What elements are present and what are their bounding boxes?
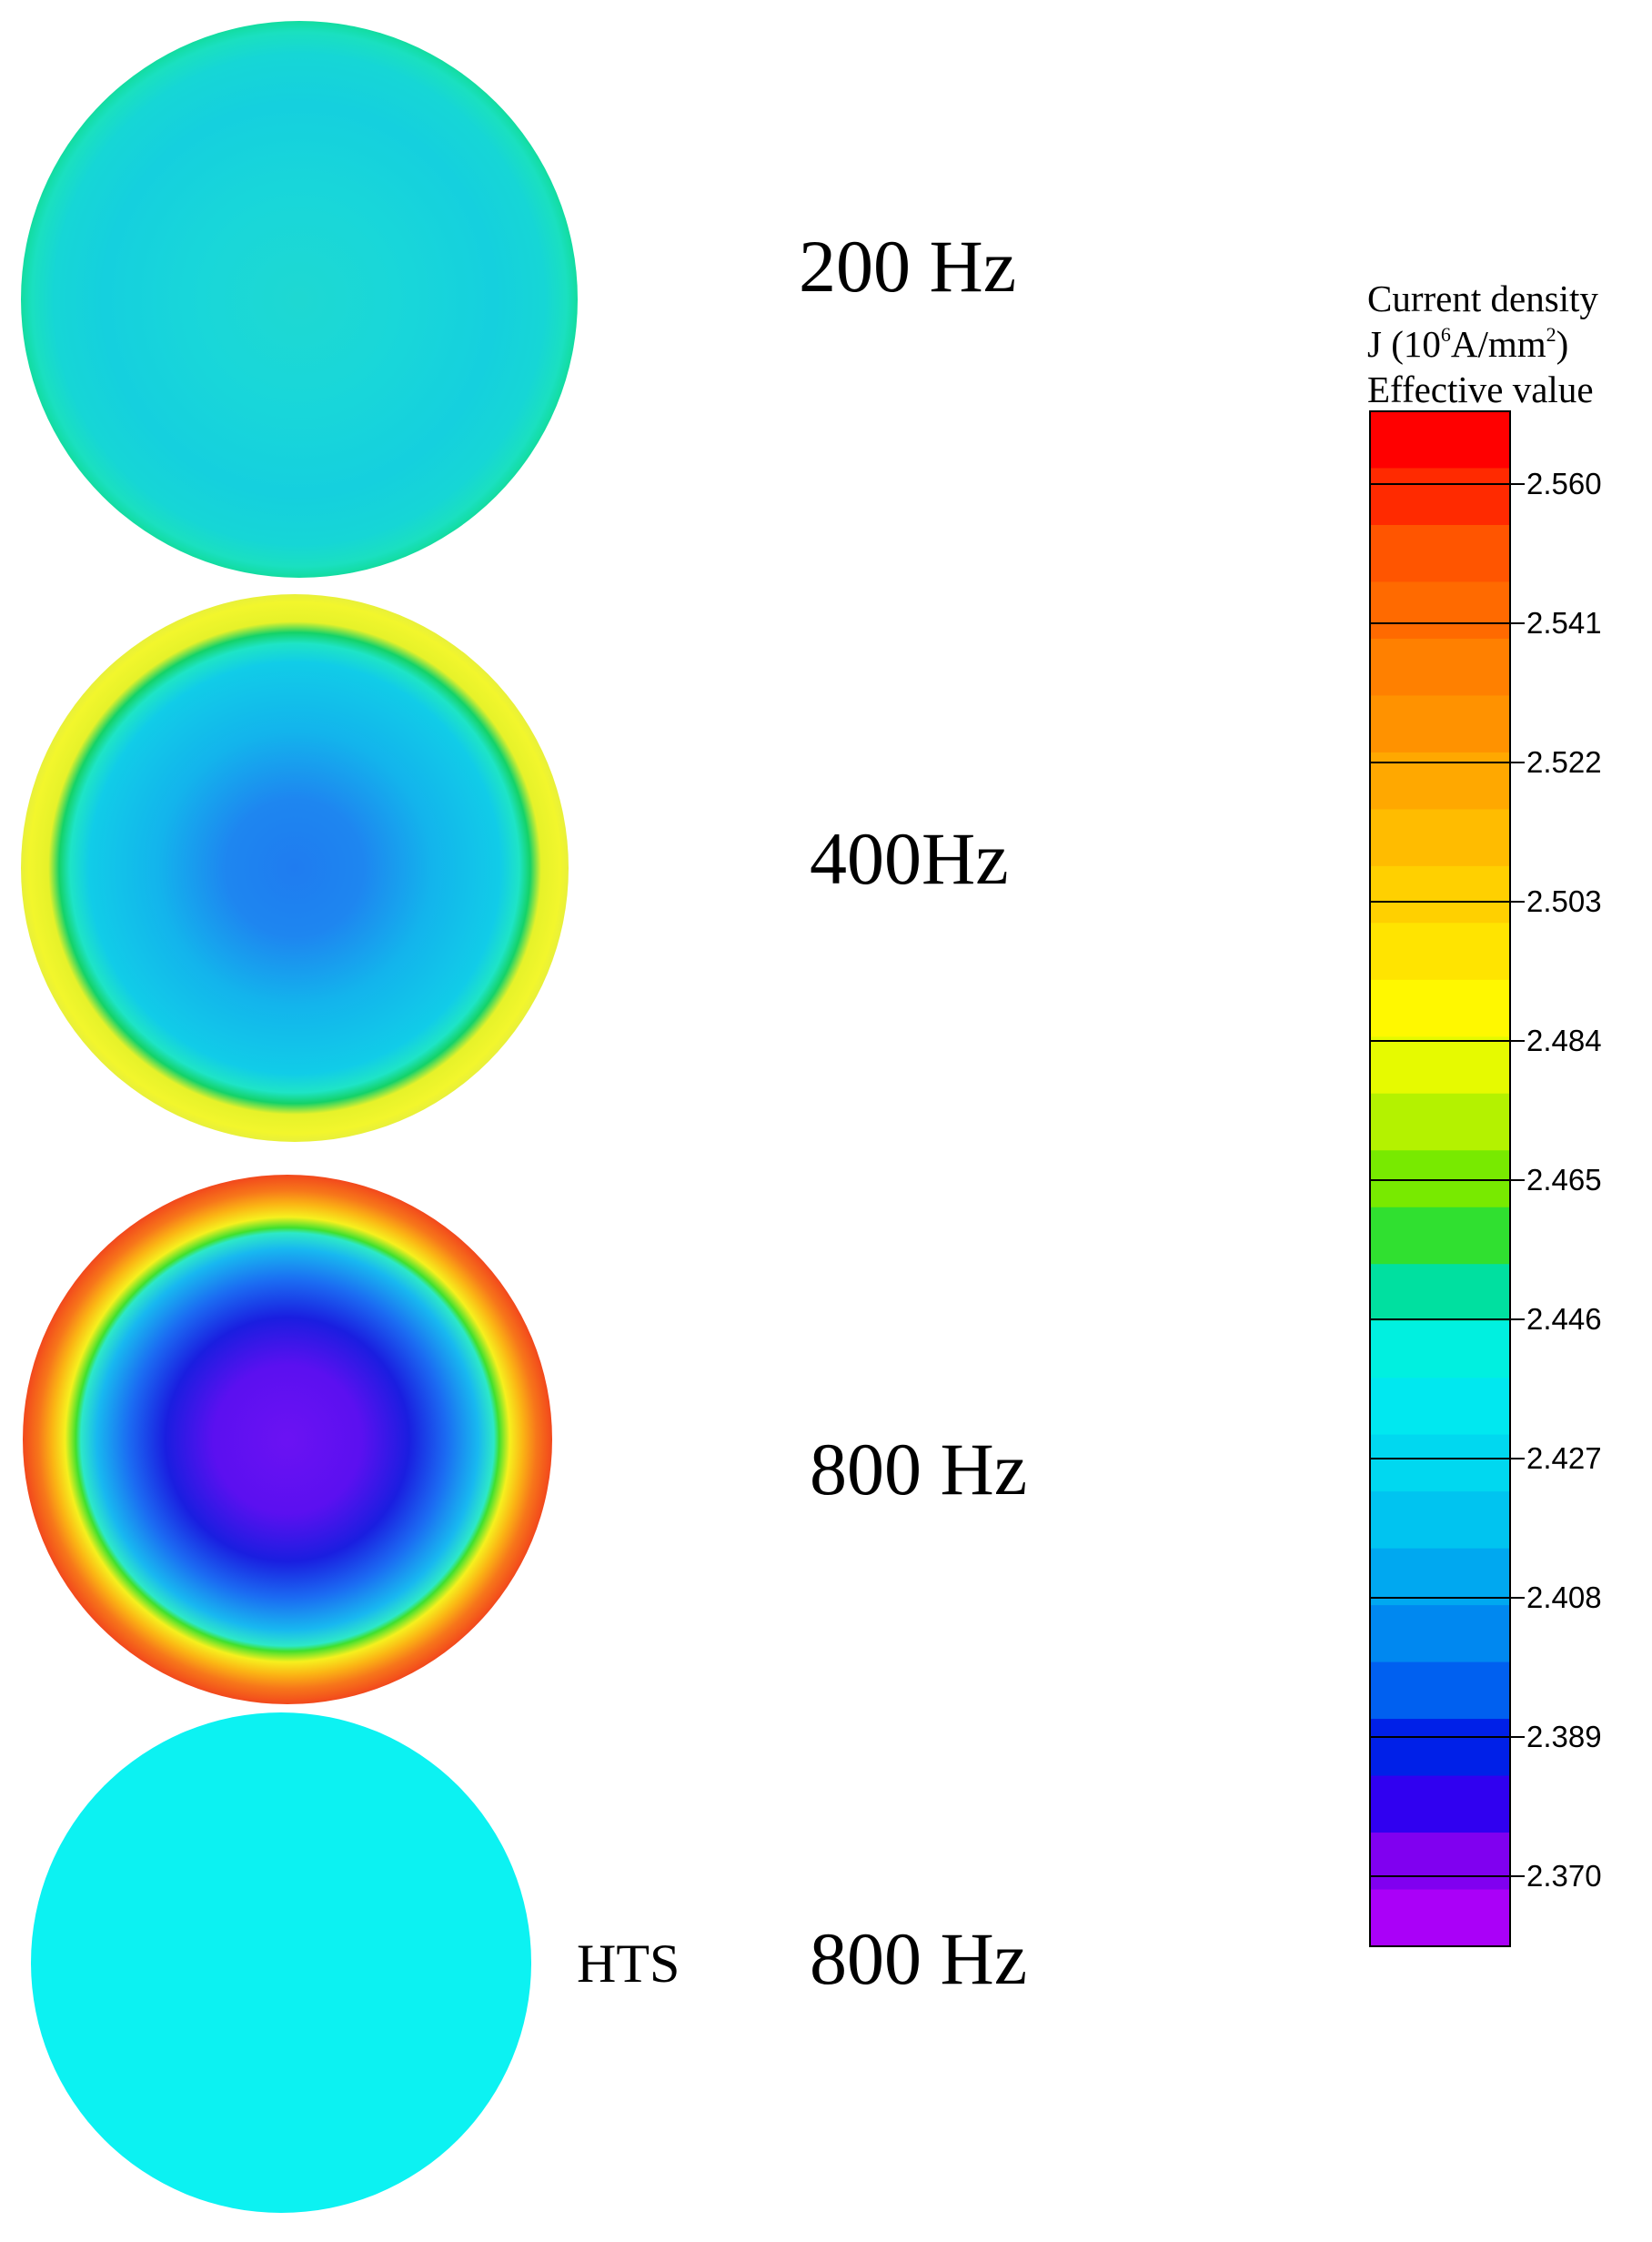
disc-200hz (21, 21, 578, 578)
colorbar-band (1370, 411, 1510, 470)
colorbar-band (1370, 1605, 1510, 1663)
panel-label-400hz: 400Hz (810, 817, 1009, 900)
colorbar-frame (1369, 410, 1511, 1947)
colorbar-band (1370, 1719, 1510, 1777)
colorbar-tick (1370, 1875, 1525, 1877)
colorbar-band (1370, 524, 1510, 583)
colorbar-band (1370, 1775, 1510, 1833)
colorbar-tick-label: 2.522 (1526, 745, 1602, 779)
colorbar-band (1370, 1207, 1510, 1266)
colorbar-tick-label: 2.503 (1526, 884, 1602, 918)
colorbar-tick (1370, 762, 1525, 763)
colorbar-tick-label: 2.446 (1526, 1302, 1602, 1336)
colorbar-tick-label: 2.541 (1526, 606, 1602, 640)
colorbar-band (1370, 581, 1510, 640)
colorbar-tick-label: 2.389 (1526, 1720, 1602, 1753)
colorbar-band (1370, 865, 1510, 924)
panel-label-200hz: 200 Hz (799, 225, 1017, 308)
colorbar-band (1370, 1661, 1510, 1720)
colorbar-band (1370, 923, 1510, 981)
colorbar-tick (1370, 901, 1525, 903)
colorbar-band (1370, 695, 1510, 753)
colorbar-band (1370, 1320, 1510, 1379)
colorbar-band (1370, 1491, 1510, 1550)
panel-label-800hz-hts: 800 Hz (810, 1917, 1028, 2000)
colorbar-tick-label: 2.560 (1526, 467, 1602, 500)
legend-title-line1: Current density (1367, 278, 1598, 319)
colorbar-band (1370, 1378, 1510, 1436)
colorbar-tick-label: 2.484 (1526, 1024, 1602, 1057)
colorbar-band (1370, 809, 1510, 867)
colorbar-band (1370, 468, 1510, 526)
colorbar-tick (1370, 1040, 1525, 1042)
colorbar-band (1370, 1833, 1510, 1891)
colorbar-band (1370, 1264, 1510, 1322)
colorbar-band (1370, 1548, 1510, 1606)
panel-label-800hz: 800 Hz (810, 1428, 1028, 1510)
colorbar-tick-label: 2.465 (1526, 1163, 1602, 1197)
disc-800hz (23, 1175, 552, 1704)
colorbar-tick (1370, 1736, 1525, 1738)
colorbar-tick-label: 2.427 (1526, 1441, 1602, 1475)
colorbar-band (1370, 1889, 1510, 1947)
colorbar-tick-label: 2.408 (1526, 1581, 1602, 1614)
legend-title-line2: J (106A/mm2) (1367, 323, 1569, 365)
colorbar-band (1370, 638, 1510, 697)
colorbar-tick-label: 2.370 (1526, 1859, 1602, 1893)
colorbar-tick (1370, 1318, 1525, 1320)
colorbar-band (1370, 979, 1510, 1038)
legend-title: Current density J (106A/mm2) Effective v… (1367, 276, 1649, 412)
colorbar-band (1370, 1150, 1510, 1208)
hts-tag: HTS (577, 1934, 680, 1994)
colorbar-tick (1370, 622, 1525, 624)
colorbar (1369, 410, 1511, 1947)
colorbar-tick (1370, 1179, 1525, 1181)
colorbar-tick (1370, 1458, 1525, 1459)
colorbar-tick (1370, 1597, 1525, 1599)
colorbar-tick (1370, 483, 1525, 485)
disc-800hz-hts (31, 1712, 531, 2213)
disc-400hz (21, 594, 569, 1142)
colorbar-band (1370, 1434, 1510, 1492)
colorbar-band (1370, 1036, 1510, 1095)
colorbar-band (1370, 1093, 1510, 1152)
legend-title-line3: Effective value (1367, 369, 1594, 410)
